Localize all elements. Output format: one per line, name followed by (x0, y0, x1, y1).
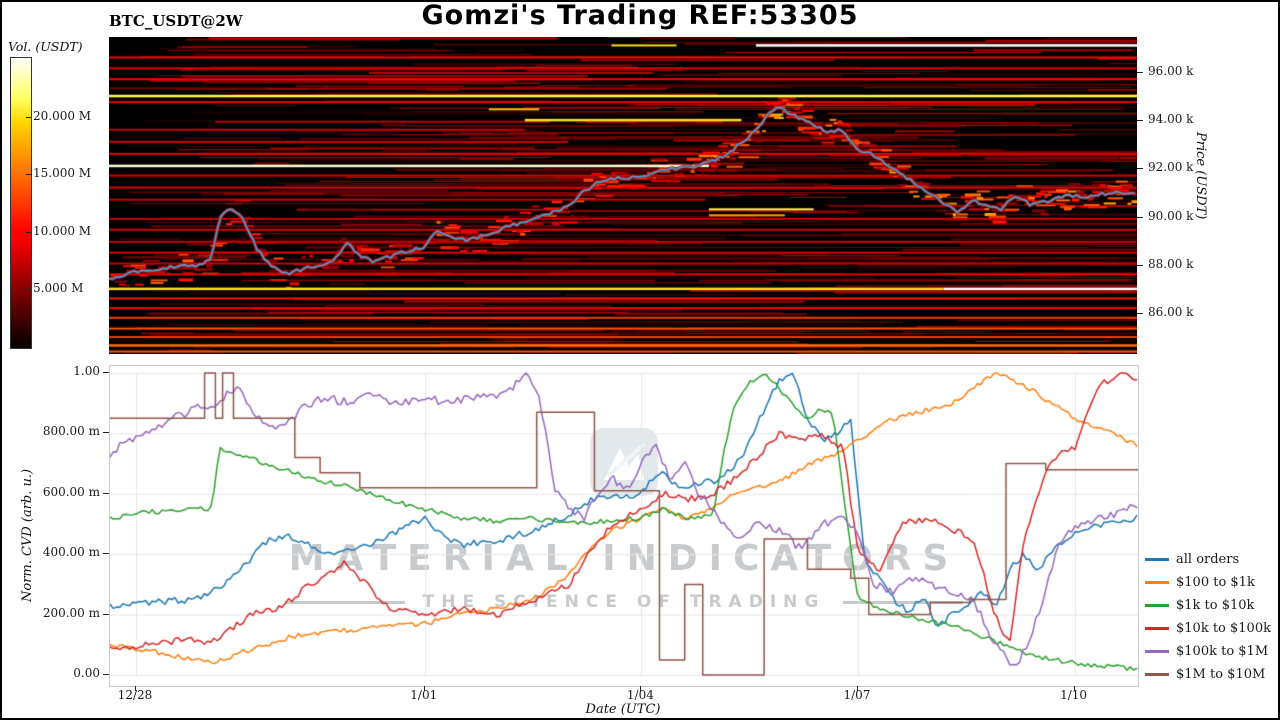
cvd-xtick-label: 1/07 (843, 688, 871, 702)
price-tick-label: 90.00 k (1148, 208, 1194, 223)
colorbar-tick-mark (26, 231, 31, 233)
cvd-chart-canvas (110, 366, 1138, 686)
cvd-xtick-mark (856, 686, 858, 691)
cvd-xaxis-label: Date (UTC) (585, 702, 661, 717)
cvd-ytick-mark (103, 553, 109, 555)
figure-title: Gomzi's Trading REF:53305 (421, 0, 859, 31)
price-tick-label: 88.00 k (1148, 256, 1194, 271)
cvd-ytick-label: 600.00 m (42, 484, 100, 499)
price-tick-label: 94.00 k (1148, 112, 1194, 127)
cvd-xtick-label: 1/10 (1060, 688, 1088, 702)
cvd-xtick-mark (640, 686, 642, 691)
legend-label: $1k to $10k (1176, 598, 1255, 613)
price-tick-mark (1137, 120, 1143, 122)
cvd-xtick-label: 1/01 (410, 688, 438, 702)
cvd-ytick-mark (103, 432, 109, 434)
legend-label: $100 to $1k (1176, 575, 1255, 590)
colorbar-tick-label: 10.000 M (33, 223, 92, 238)
legend-swatch (1145, 581, 1169, 584)
legend-label: all orders (1176, 552, 1240, 567)
legend-swatch (1145, 627, 1169, 630)
legend-label: $100k to $1M (1176, 644, 1269, 659)
colorbar-label: Vol. (USDT) (8, 39, 83, 54)
cvd-xtick-mark (134, 686, 136, 691)
colorbar-tick-mark (26, 289, 31, 291)
legend-swatch (1145, 673, 1169, 676)
legend-item: $1M to $10M (1145, 663, 1271, 686)
cvd-ytick-mark (103, 613, 109, 615)
price-tick-mark (1137, 72, 1143, 73)
cvd-ytick-mark (103, 492, 109, 494)
cvd-ytick-label: 200.00 m (42, 605, 100, 620)
cvd-ytick-label: 400.00 m (42, 545, 100, 560)
colorbar-tick-label: 20.000 M (33, 108, 92, 123)
cvd-ytick-label: 0.00 (73, 666, 100, 680)
colorbar-tick-label: 5.000 M (33, 281, 84, 296)
cvd-ytick-mark (103, 674, 109, 675)
legend-label: $1M to $10M (1176, 667, 1266, 682)
colorbar-tick-mark (26, 116, 31, 118)
cvd-yaxis-label: Norm. CVD (arb. u.) (20, 468, 35, 602)
colorbar-tick-label: 15.000 M (33, 166, 92, 181)
cvd-xtick-mark (423, 686, 425, 691)
price-tick-mark (1137, 264, 1143, 266)
legend-swatch (1145, 558, 1169, 561)
volume-colorbar (10, 57, 32, 349)
cvd-chart-panel: MATERIAL INDICATORS THE SCIENCE OF TRADI… (109, 365, 1139, 687)
liquidity-heatmap-canvas (109, 37, 1137, 354)
cvd-xtick-label: 1/04 (626, 688, 654, 702)
legend-item: $100 to $1k (1145, 571, 1271, 594)
cvd-xtick-label: 12/28 (117, 688, 153, 702)
price-tick-label: 96.00 k (1148, 64, 1194, 78)
price-axis-label: Price (USDT) (1193, 132, 1208, 220)
price-tick-mark (1137, 216, 1143, 218)
legend-item: $100k to $1M (1145, 640, 1271, 663)
price-tick-mark (1137, 168, 1143, 170)
price-tick-mark (1137, 313, 1143, 314)
legend-item: all orders (1145, 548, 1271, 571)
colorbar-tick-mark (26, 174, 31, 176)
legend-label: $10k to $100k (1176, 621, 1271, 636)
cvd-ytick-label: 1.00 (73, 364, 100, 378)
price-tick-label: 92.00 k (1148, 160, 1194, 175)
symbol-timeframe-label: BTC_USDT@2W (109, 12, 243, 30)
liquidity-heatmap-panel (109, 37, 1137, 354)
cvd-ytick-label: 800.00 m (42, 424, 100, 439)
legend-item: $10k to $100k (1145, 617, 1271, 640)
price-tick-label: 86.00 k (1148, 305, 1194, 319)
legend-swatch (1145, 650, 1169, 653)
legend: all orders $100 to $1k $1k to $10k $10k to … (1145, 548, 1271, 686)
cvd-xtick-mark (1073, 686, 1075, 691)
legend-swatch (1145, 604, 1169, 607)
cvd-ytick-mark (103, 372, 109, 373)
legend-item: $1k to $10k (1145, 594, 1271, 617)
